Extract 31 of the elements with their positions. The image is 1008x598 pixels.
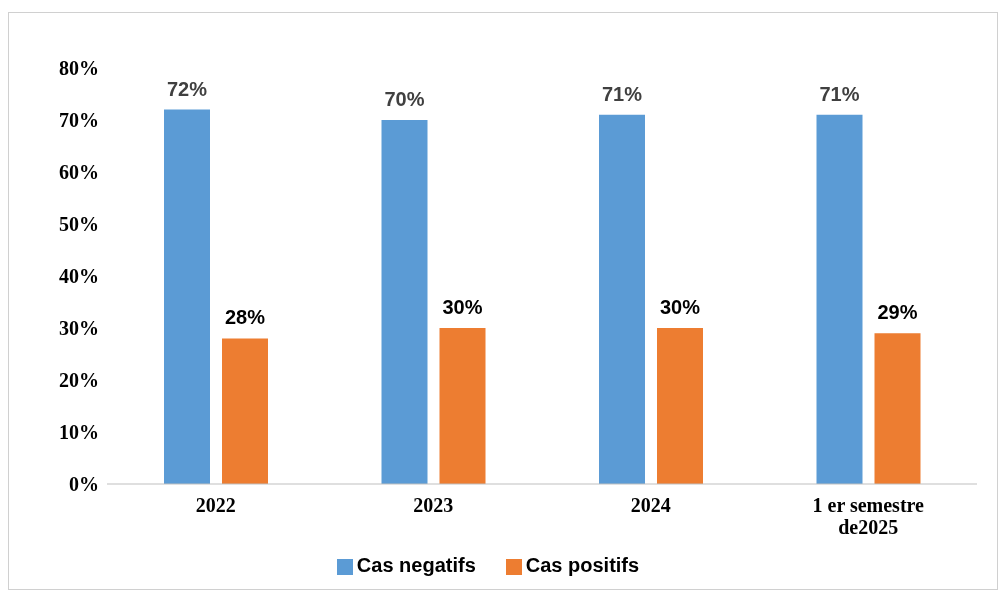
- bar: [816, 114, 863, 484]
- y-tick-label: 50%: [59, 213, 99, 236]
- bar: [874, 333, 921, 484]
- x-tick-label: 2023: [413, 494, 454, 516]
- x-tick-label: 2024: [630, 494, 671, 516]
- bar: [657, 328, 703, 484]
- y-tick-label: 70%: [59, 109, 99, 132]
- bar: [599, 114, 645, 484]
- x-tick-label: 1 er semestre de2025: [812, 494, 925, 538]
- x-tick-label: 2022: [195, 494, 236, 516]
- y-tick-label: 60%: [59, 161, 99, 184]
- data-label: 71%: [601, 82, 643, 105]
- bar: [164, 109, 210, 484]
- data-label: 30%: [659, 296, 701, 318]
- data-label: 71%: [819, 82, 860, 105]
- bar: [381, 120, 428, 484]
- legend-label: Cas negatifs: [356, 554, 476, 576]
- y-tick-label: 40%: [59, 265, 99, 288]
- y-tick-label: 0%: [69, 473, 99, 496]
- data-label: 30%: [442, 296, 483, 318]
- data-label: 70%: [384, 88, 425, 110]
- data-label: 29%: [877, 301, 918, 324]
- data-label: 72%: [166, 77, 208, 100]
- bar: [439, 328, 486, 484]
- y-tick-label: 10%: [59, 421, 99, 444]
- bar: [222, 338, 268, 484]
- y-tick-label: 30%: [59, 317, 99, 340]
- y-tick-label: 20%: [59, 369, 99, 392]
- legend-label: Cas positifs: [525, 554, 640, 576]
- data-label: 28%: [224, 306, 266, 329]
- y-tick-label: 80%: [59, 57, 99, 80]
